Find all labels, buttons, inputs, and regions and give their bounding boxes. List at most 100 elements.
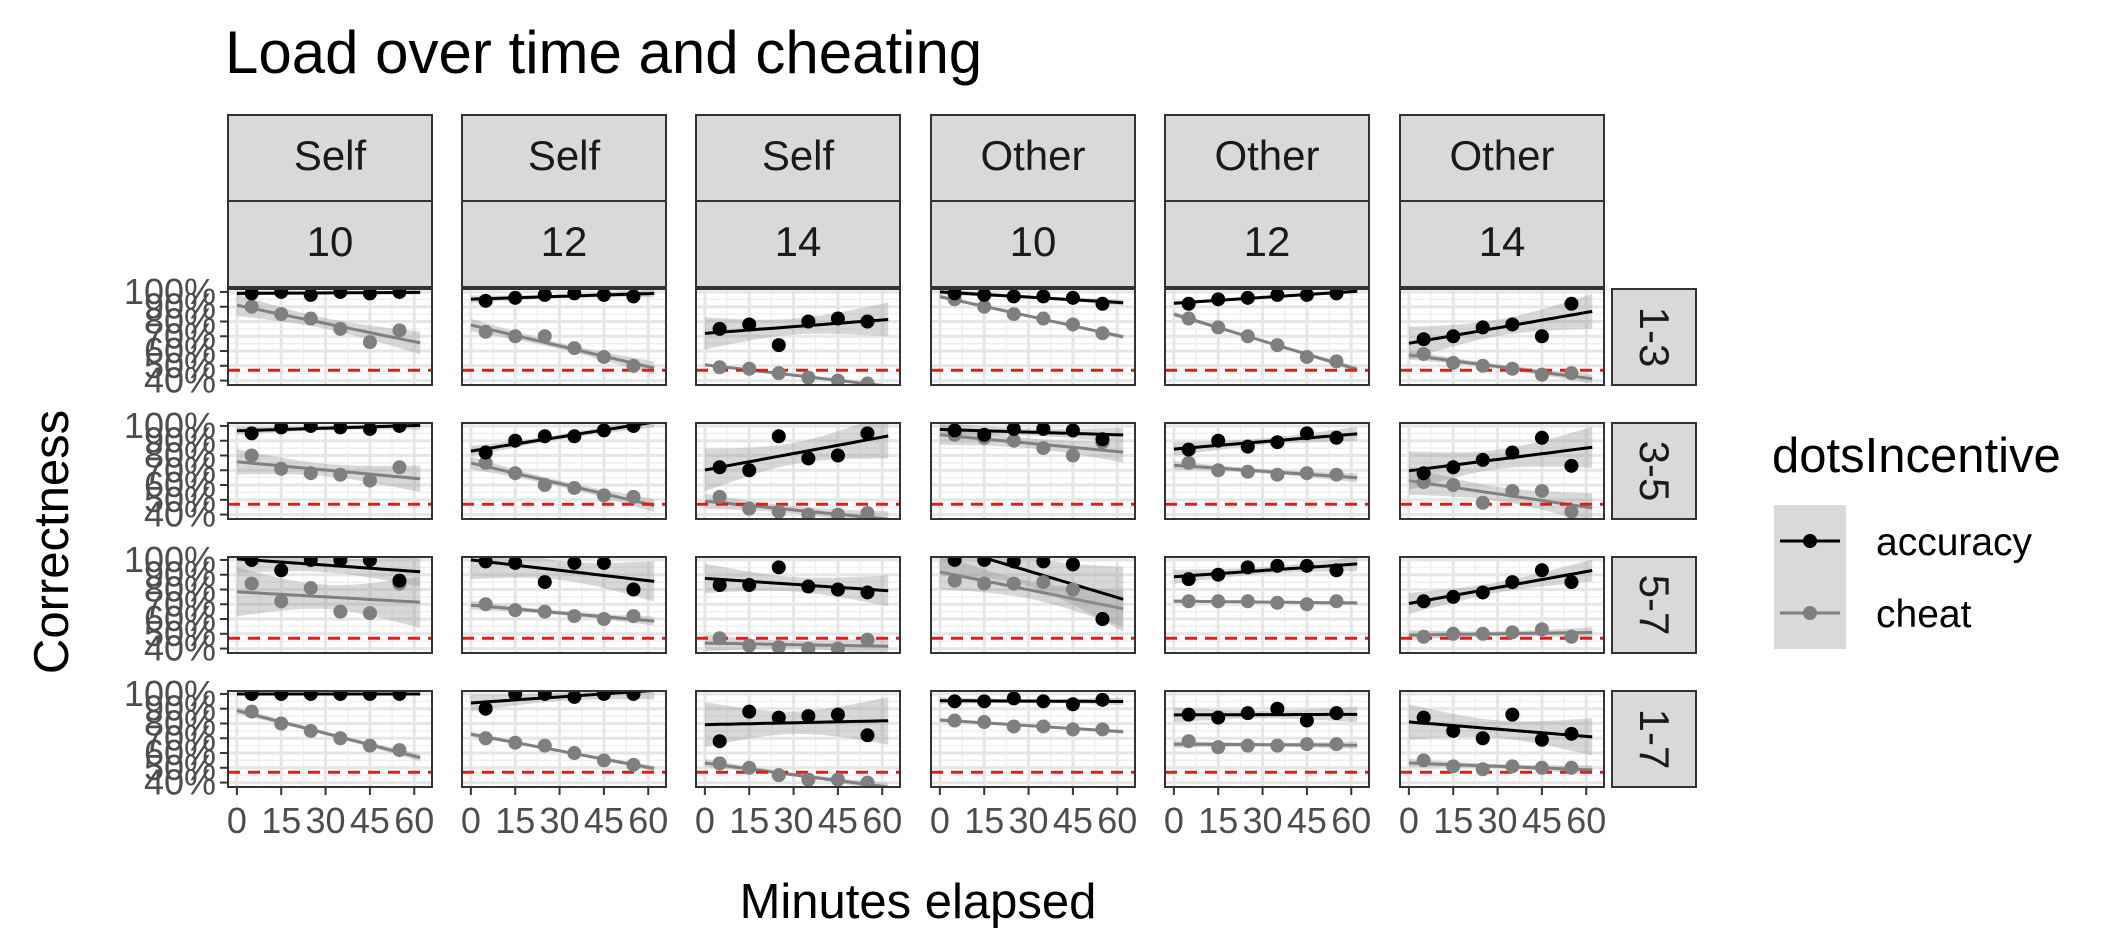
cheat-trend-line xyxy=(704,363,889,385)
panel-border xyxy=(930,288,1136,386)
facet-strip-label: Self xyxy=(294,132,367,179)
cheat-point xyxy=(478,455,493,470)
panel-plot-area xyxy=(462,691,666,774)
panel-plot-area xyxy=(228,691,432,774)
panel-plot-area xyxy=(696,560,900,653)
y-tick-label: 60% xyxy=(144,598,216,639)
accuracy-point xyxy=(771,560,786,575)
accuracy-trend-line xyxy=(704,576,889,593)
x-tick-label: 45 xyxy=(350,800,390,841)
cheat-point xyxy=(478,324,493,339)
cheat-point xyxy=(947,573,962,588)
accuracy-point xyxy=(1181,442,1196,457)
accuracy-point xyxy=(1270,435,1285,450)
facet-strip-top xyxy=(227,114,433,202)
x-tick-label: 30 xyxy=(306,800,346,841)
panel-plot-area xyxy=(696,302,900,385)
y-tick-label: 100% xyxy=(124,271,216,312)
cheat-point xyxy=(1446,478,1461,493)
accuracy-point xyxy=(947,694,962,709)
y-tick-label: 40% xyxy=(144,360,216,401)
cheat-point xyxy=(1329,737,1344,752)
panel-border xyxy=(461,556,667,654)
x-tick-label: 60 xyxy=(1097,800,1137,841)
accuracy-point xyxy=(508,290,523,305)
cheat-point xyxy=(303,723,318,738)
facet-strip-row xyxy=(1611,556,1697,654)
x-tick-label: 30 xyxy=(774,800,814,841)
accuracy-point xyxy=(860,314,875,329)
facet-strip-label: 12 xyxy=(1244,218,1291,265)
cheat-point xyxy=(1475,762,1490,777)
cheat-point xyxy=(742,361,757,376)
cheat-point xyxy=(1446,355,1461,370)
panel-border xyxy=(695,690,901,788)
cheat-point xyxy=(830,373,845,385)
cheat-point xyxy=(1181,455,1196,470)
x-tick-label: 0 xyxy=(461,800,481,841)
panel-plot-area xyxy=(228,423,432,506)
accuracy-trend-line xyxy=(1408,569,1593,605)
panel-plot-area xyxy=(1400,559,1604,644)
x-tick-label: 15 xyxy=(1198,800,1238,841)
panel-border xyxy=(1399,422,1605,520)
panel-grid: Self 10 Self 12 Self 14 Other 10 Other 12 Other 14 1… xyxy=(124,114,1697,841)
accuracy-point xyxy=(1505,317,1520,332)
panel-border xyxy=(1164,690,1370,788)
accuracy-point xyxy=(333,289,348,299)
accuracy-point xyxy=(1006,423,1021,436)
accuracy-point xyxy=(626,289,641,304)
x-tick-label: 15 xyxy=(964,800,1004,841)
accuracy-point xyxy=(478,701,493,716)
cheat-trend-line xyxy=(1173,742,1358,747)
x-tick-label: 60 xyxy=(1331,800,1371,841)
cheat-point xyxy=(1416,753,1431,768)
x-tick-label: 60 xyxy=(628,800,668,841)
accuracy-point xyxy=(1036,423,1051,436)
cheat-point xyxy=(1505,361,1520,376)
x-tick-label: 0 xyxy=(227,800,247,841)
cheat-point xyxy=(1036,441,1051,456)
x-tick-label: 15 xyxy=(729,800,769,841)
accuracy-point xyxy=(830,311,845,326)
accuracy-point xyxy=(362,423,377,436)
y-tick-label: 50% xyxy=(144,747,216,788)
y-tick-label: 100% xyxy=(124,405,216,446)
panel-border xyxy=(695,422,901,520)
panel-border xyxy=(1164,556,1370,654)
cheat-point xyxy=(1329,354,1344,369)
panel-border xyxy=(695,288,901,386)
accuracy-trend-line xyxy=(1173,562,1358,579)
cheat-point xyxy=(508,466,523,481)
accuracy-point xyxy=(537,429,552,444)
accuracy-point xyxy=(1564,296,1579,311)
accuracy-point xyxy=(1446,723,1461,738)
accuracy-point xyxy=(947,423,962,438)
accuracy-point xyxy=(392,289,407,299)
accuracy-point xyxy=(244,557,259,567)
accuracy-point xyxy=(274,423,289,435)
accuracy-point xyxy=(947,557,962,567)
accuracy-point xyxy=(1095,432,1110,447)
accuracy-point xyxy=(596,691,611,701)
cheat-point xyxy=(771,640,786,653)
y-tick-label: 50% xyxy=(144,613,216,654)
accuracy-point xyxy=(1475,585,1490,600)
panel-plot-area xyxy=(228,289,432,372)
cheat-point xyxy=(830,641,845,653)
cheat-point xyxy=(1240,738,1255,753)
accuracy-point xyxy=(1564,575,1579,590)
accuracy-trend-line xyxy=(939,699,1124,703)
panel-border xyxy=(1399,288,1605,386)
cheat-trend-line xyxy=(1408,630,1593,637)
x-tick-label: 15 xyxy=(495,800,535,841)
facet-strip-bottom xyxy=(461,200,667,288)
accuracy-point xyxy=(1181,572,1196,587)
x-tick-label: 45 xyxy=(818,800,858,841)
accuracy-point xyxy=(1299,426,1314,441)
facet-strip-label: 14 xyxy=(775,218,822,265)
accuracy-point xyxy=(567,557,582,570)
cheat-point xyxy=(392,323,407,338)
x-tick-label: 0 xyxy=(695,800,715,841)
x-tick-label: 0 xyxy=(930,800,950,841)
